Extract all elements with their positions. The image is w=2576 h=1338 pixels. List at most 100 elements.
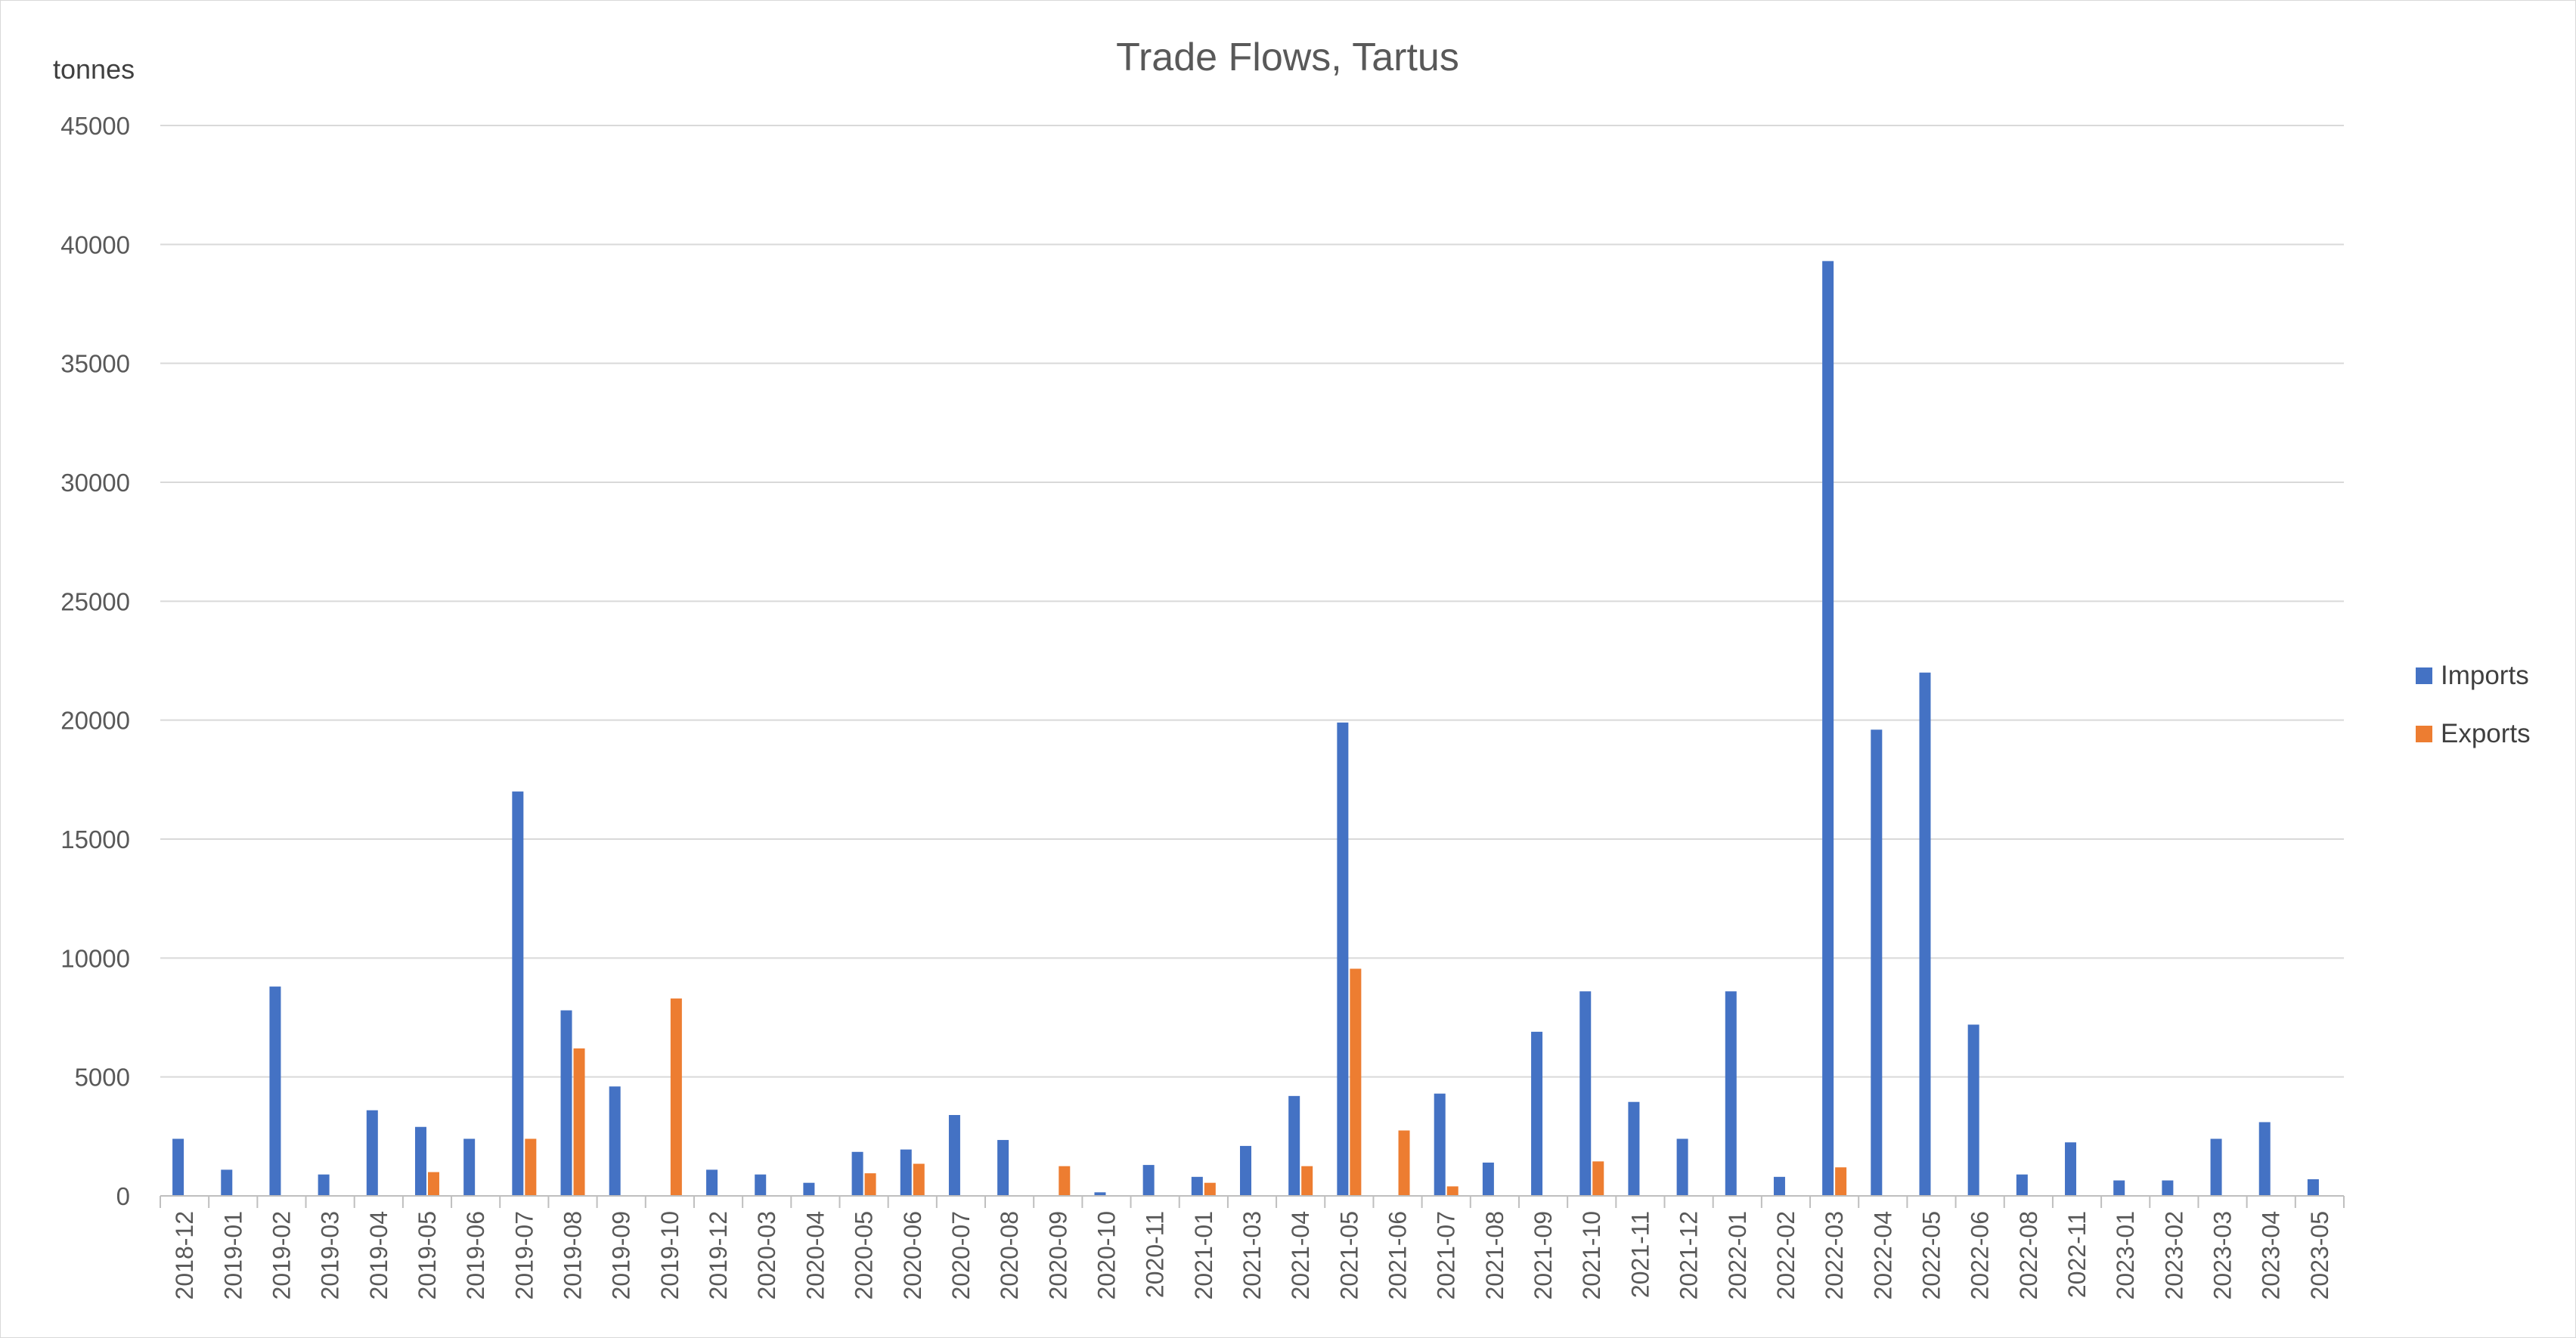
bar-imports-2019-02 (269, 986, 281, 1196)
x-tick-label: 2021-10 (1578, 1211, 1605, 1299)
bars (172, 261, 2319, 1196)
bar-imports-2021-03 (1240, 1145, 1251, 1196)
x-tick-label: 2023-03 (2209, 1211, 2237, 1299)
bar-imports-2021-11 (1628, 1101, 1640, 1196)
x-tick-label: 2021-05 (1335, 1211, 1362, 1299)
x-tick-label: 2021-09 (1530, 1211, 1557, 1299)
bar-imports-2019-05 (414, 1126, 426, 1196)
bar-imports-2021-01 (1191, 1176, 1203, 1196)
bar-imports-2019-08 (560, 1010, 572, 1196)
bar-exports-2021-05 (1350, 968, 1362, 1196)
x-tick-label: 2021-12 (1675, 1211, 1703, 1299)
bar-exports-2020-09 (1059, 1166, 1071, 1196)
bar-imports-2019-12 (706, 1169, 718, 1196)
bar-exports-2021-06 (1398, 1130, 1410, 1196)
x-tick-label: 2022-03 (1821, 1211, 1848, 1299)
x-tick-label: 2019-02 (268, 1211, 295, 1299)
bar-exports-2019-08 (573, 1048, 585, 1196)
y-tick-label: 20000 (60, 707, 130, 735)
x-tick-label: 2022-01 (1724, 1211, 1751, 1299)
bar-imports-2022-11 (2065, 1142, 2077, 1196)
x-tick-label: 2021-08 (1481, 1211, 1508, 1299)
x-tick-label: 2020-10 (1093, 1211, 1120, 1299)
x-tick-label: 2020-07 (947, 1211, 975, 1299)
x-tick-label: 2020-03 (753, 1211, 780, 1299)
bar-imports-2020-06 (900, 1149, 912, 1196)
legend-swatch-exports (2416, 726, 2432, 742)
x-tick-label: 2022-06 (1967, 1211, 1994, 1299)
bar-exports-2022-03 (1835, 1167, 1847, 1196)
bar-imports-2022-08 (2016, 1174, 2028, 1196)
x-tick-label: 2019-12 (705, 1211, 732, 1299)
x-tick-label: 2023-04 (2258, 1211, 2285, 1299)
bar-imports-2019-03 (318, 1174, 330, 1196)
x-tick-label: 2020-08 (996, 1211, 1023, 1299)
bar-imports-2023-01 (2113, 1180, 2125, 1196)
x-tick-label: 2021-07 (1433, 1211, 1460, 1299)
bar-imports-2020-03 (755, 1174, 767, 1196)
bar-imports-2019-07 (512, 791, 524, 1196)
bar-exports-2021-07 (1446, 1186, 1458, 1196)
bar-imports-2021-08 (1482, 1162, 1494, 1196)
x-tick-label: 2019-03 (317, 1211, 344, 1299)
x-tick-label: 2022-02 (1772, 1211, 1799, 1299)
x-tick-label: 2019-01 (219, 1211, 246, 1299)
bar-imports-2022-04 (1871, 729, 1883, 1196)
bar-exports-2021-04 (1301, 1166, 1313, 1196)
chart-title: Trade Flows, Tartus (1116, 36, 1459, 79)
bar-exports-2019-07 (525, 1138, 537, 1196)
bar-imports-2021-12 (1676, 1138, 1688, 1196)
x-axis: 2018-12 2019-01 2019-02 2019-03 2019-04 2019-… (160, 1195, 2345, 1299)
x-tick-label: 2022-11 (2063, 1211, 2091, 1298)
bar-exports-2020-06 (913, 1163, 925, 1196)
y-tick-label: 5000 (75, 1064, 130, 1092)
x-tick-label: 2018-12 (171, 1211, 198, 1299)
bar-imports-2023-04 (2258, 1122, 2271, 1196)
bar-imports-2018-12 (172, 1138, 184, 1196)
x-tick-label: 2019-06 (462, 1211, 489, 1299)
bar-imports-2022-06 (1967, 1024, 1979, 1196)
bar-imports-2021-07 (1434, 1093, 1446, 1196)
x-tick-label: 2019-10 (656, 1211, 684, 1299)
legend-label-imports: Imports (2441, 661, 2529, 690)
y-axis-ticks: 0 5000 10000 15000 20000 25000 30000 35000 40000… (60, 112, 130, 1210)
y-tick-label: 30000 (60, 469, 130, 497)
x-tick-label: 2021-06 (1384, 1211, 1412, 1299)
bar-imports-2023-05 (2307, 1178, 2319, 1196)
legend-swatch-imports (2416, 667, 2432, 684)
y-tick-label: 45000 (60, 112, 130, 140)
x-tick-label: 2020-09 (1044, 1211, 1071, 1299)
x-tick-label: 2021-01 (1190, 1211, 1217, 1299)
legend: Imports Exports (2416, 661, 2531, 748)
bar-imports-2022-03 (1822, 261, 1834, 1196)
bar-imports-2021-04 (1288, 1095, 1300, 1196)
bar-imports-2020-04 (803, 1182, 815, 1196)
bar-exports-2019-10 (670, 998, 682, 1196)
x-tick-label: 2019-07 (510, 1211, 538, 1299)
y-tick-label: 40000 (60, 231, 130, 259)
bar-exports-2021-01 (1204, 1182, 1216, 1196)
x-tick-label: 2022-05 (1917, 1211, 1945, 1299)
bar-imports-2023-03 (2210, 1138, 2222, 1196)
x-tick-label: 2021-04 (1287, 1211, 1314, 1299)
bar-imports-2020-11 (1142, 1165, 1155, 1196)
legend-label-exports: Exports (2441, 719, 2531, 748)
x-tick-label: 2020-06 (899, 1211, 926, 1299)
gridlines (160, 125, 2344, 1078)
x-tick-label: 2019-08 (560, 1211, 587, 1299)
bar-imports-2022-01 (1725, 991, 1737, 1196)
x-tick-label: 2020-11 (1142, 1211, 1169, 1298)
bar-imports-2021-05 (1337, 722, 1349, 1196)
y-axis-unit-label: tonnes (53, 54, 135, 85)
x-tick-label: 2021-11 (1626, 1211, 1654, 1298)
bar-imports-2021-10 (1579, 991, 1592, 1196)
bar-imports-2019-01 (221, 1169, 233, 1196)
bar-imports-2019-06 (463, 1138, 476, 1196)
bar-imports-2020-05 (851, 1151, 863, 1196)
bar-imports-2020-10 (1094, 1192, 1106, 1196)
x-tick-label: 2023-05 (2306, 1211, 2333, 1299)
x-tick-label: 2023-01 (2112, 1211, 2139, 1299)
bar-imports-2021-09 (1531, 1031, 1543, 1196)
